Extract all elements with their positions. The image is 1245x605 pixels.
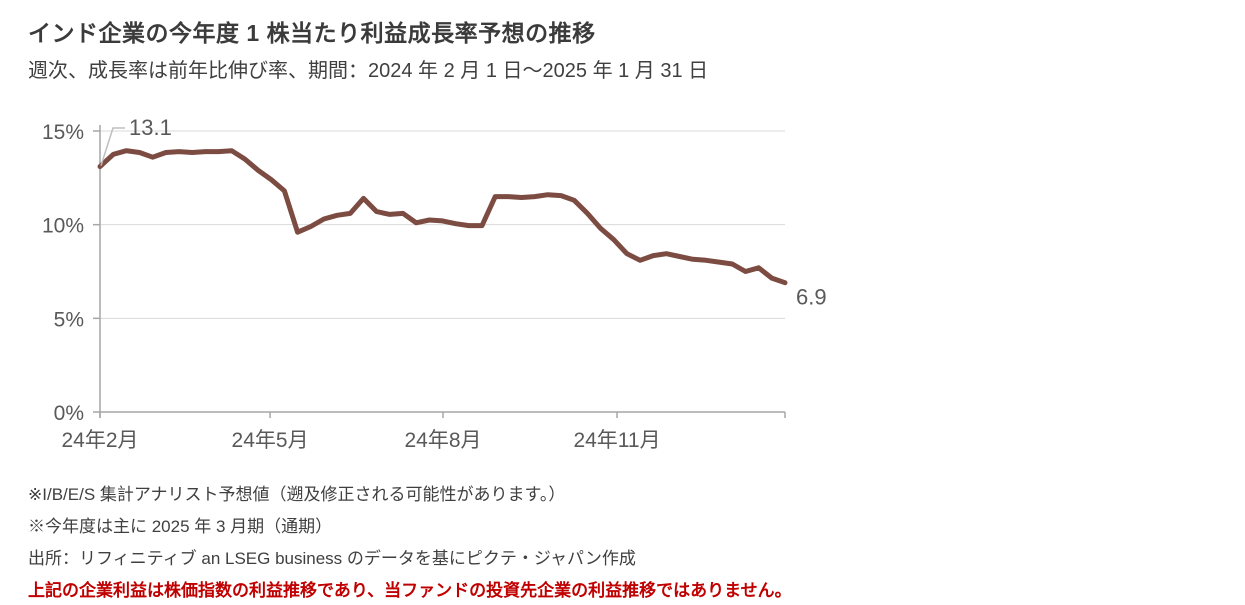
x-axis-tick-label: 24年8月: [405, 429, 482, 452]
footnotes-block: ※I/B/E/S 集計アナリスト予想値（遡及修正される可能性があります。） ※今…: [28, 480, 792, 605]
page-subtitle: 週次、成長率は前年比伸び率、期間：2024 年 2 月 1 日～2025 年 1…: [28, 60, 709, 82]
eps-growth-line-chart: 0% 5% 10% 15% 24年2月 24年5月 24年8月 24年11月 13.1 6.9: [42, 115, 827, 452]
page-title: インド企業の今年度 1 株当たり利益成長率予想の推移: [28, 20, 596, 46]
x-axis-tick-label: 24年2月: [61, 429, 138, 452]
y-axis-tick-label: 5%: [54, 308, 84, 331]
footnote-source: 出所：リフィニティブ an LSEG business のデータを基にピクテ・ジ…: [28, 549, 636, 568]
y-axis-tick-label: 0%: [54, 402, 84, 425]
x-axis-tick-label: 24年5月: [232, 429, 309, 452]
y-axis-tick-label: 10%: [42, 215, 84, 238]
footnote-fiscal-year: ※今年度は主に 2025 年 3 月期（通期）: [28, 517, 333, 536]
x-axis-tick-label: 24年11月: [573, 429, 660, 452]
first-point-leader-line: [100, 127, 125, 166]
last-point-value-label: 6.9: [796, 285, 827, 310]
footnote-warning: 上記の企業利益は株価指数の利益推移であり、当ファンドの投資先企業の利益推移ではあ…: [28, 581, 792, 600]
footnote-ibes: ※I/B/E/S 集計アナリスト予想値（遡及修正される可能性があります。）: [28, 485, 566, 504]
first-point-value-label: 13.1: [129, 115, 172, 140]
y-axis-tick-label: 15%: [42, 121, 84, 144]
eps-growth-line: [97, 148, 788, 286]
